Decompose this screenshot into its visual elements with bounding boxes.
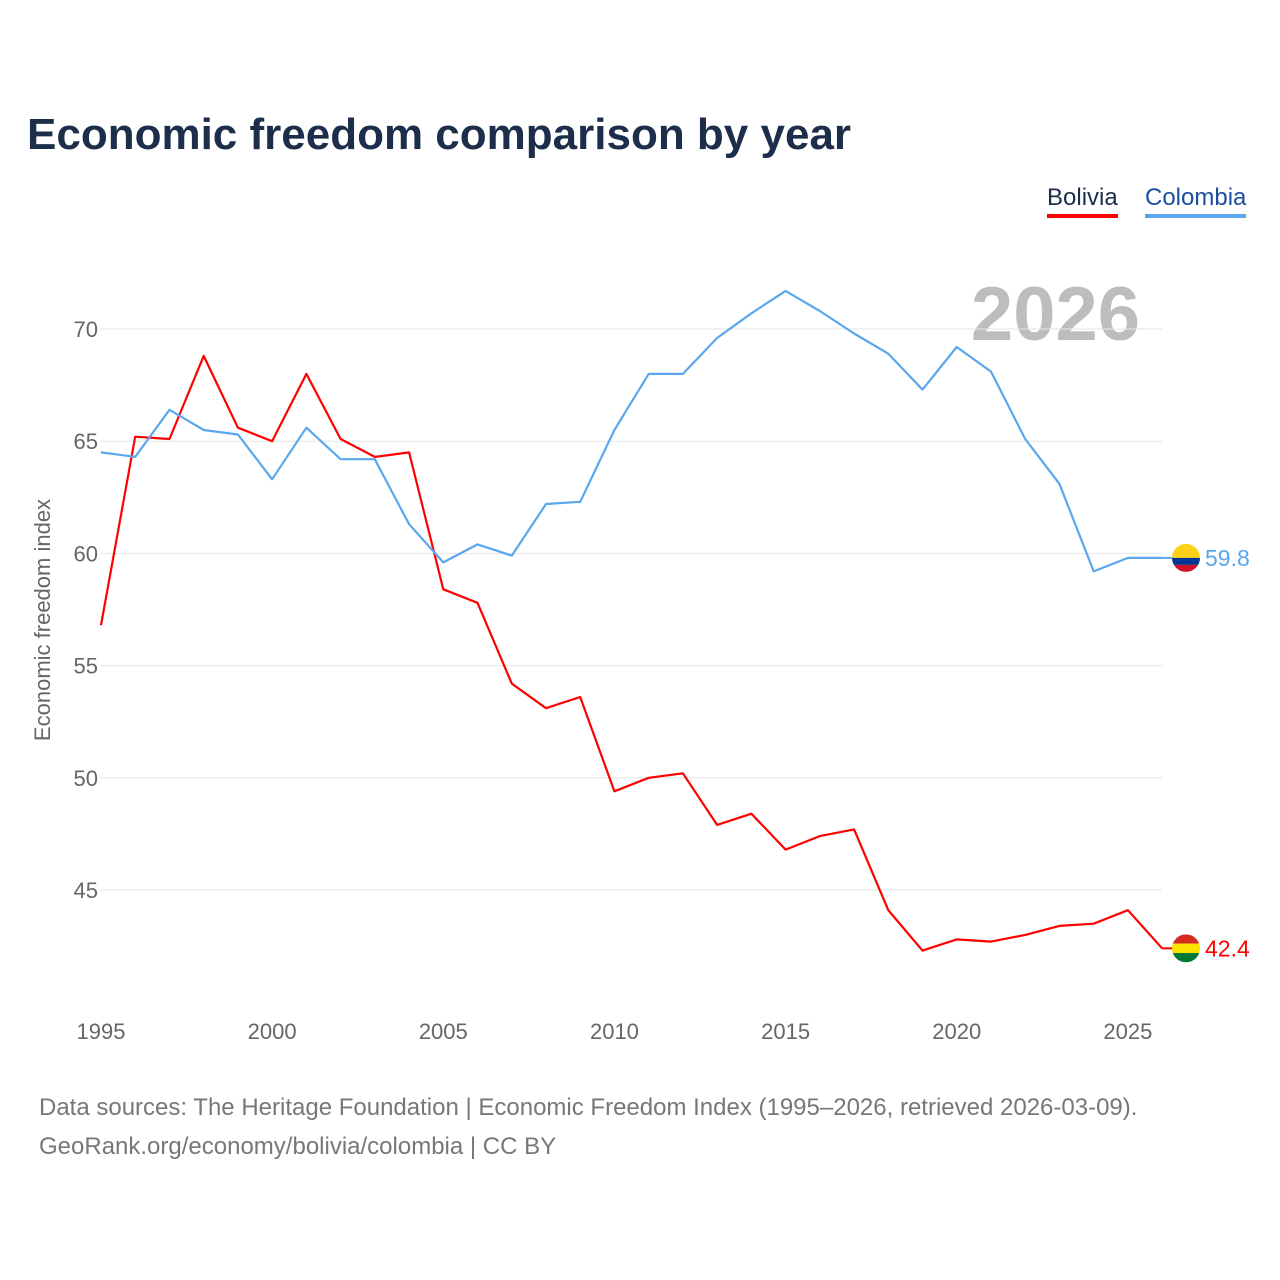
x-tick-label: 2020 <box>932 1019 981 1044</box>
flag-stripe <box>1172 943 1200 954</box>
legend-bolivia[interactable]: Bolivia <box>1047 184 1118 218</box>
year-watermark: 2026 <box>971 272 1140 357</box>
flag-stripe <box>1172 557 1200 565</box>
x-tick-label: 2015 <box>761 1019 810 1044</box>
bolivia-flag-icon <box>1172 934 1200 963</box>
y-axis-label: Economic freedom index <box>30 499 55 741</box>
y-tick-label: 45 <box>74 878 98 903</box>
x-tick-label: 2005 <box>419 1019 468 1044</box>
y-tick-label: 60 <box>74 541 98 566</box>
series-line-bolivia <box>99 354 1163 952</box>
x-tick-label: 2010 <box>590 1019 639 1044</box>
chart-title: Economic freedom comparison by year <box>27 110 852 159</box>
y-tick-label: 70 <box>74 317 98 342</box>
end-value-label: 42.4 <box>1205 935 1250 961</box>
y-tick-label: 55 <box>74 654 98 679</box>
flag-stripe <box>1172 934 1200 944</box>
x-tick-label: 2025 <box>1103 1019 1152 1044</box>
x-tick-label: 2000 <box>248 1019 297 1044</box>
footer-credit[interactable]: GeoRank.org/economy/bolivia/colombia | C… <box>39 1133 557 1160</box>
flag-stripe <box>1172 564 1200 572</box>
y-tick-label: 65 <box>74 429 98 454</box>
end-value-label: 59.8 <box>1205 545 1250 571</box>
footer: Data sources: The Heritage Foundation | … <box>39 1088 1137 1166</box>
legend-colombia[interactable]: Colombia <box>1145 184 1247 218</box>
x-tick-label: 1995 <box>77 1019 126 1044</box>
colombia-flag-icon <box>1172 543 1200 572</box>
y-tick-label: 50 <box>74 766 98 791</box>
footer-sources: Data sources: The Heritage Foundation | … <box>39 1094 1138 1121</box>
flag-stripe <box>1172 543 1200 558</box>
series-line-colombia <box>100 289 1163 573</box>
flag-stripe <box>1172 953 1200 963</box>
